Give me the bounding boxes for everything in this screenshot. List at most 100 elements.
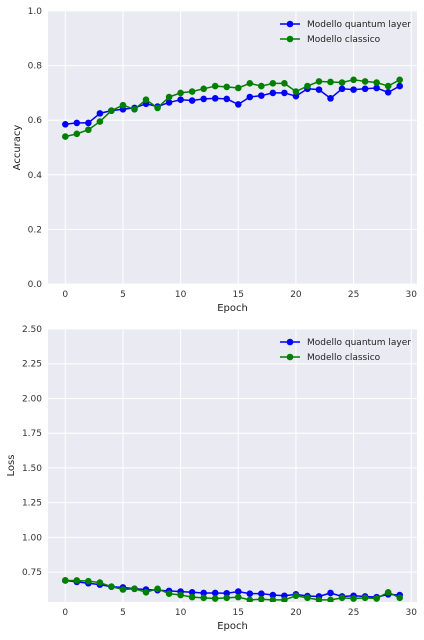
y-tick-label: 0.75 (22, 568, 42, 578)
x-tick-label: 5 (120, 608, 126, 618)
data-point (165, 93, 173, 101)
data-point (200, 589, 207, 597)
data-point (258, 82, 265, 90)
data-point (315, 86, 323, 93)
data-point (384, 588, 392, 596)
legend-label: Modello quantum layer (307, 338, 411, 348)
data-point (223, 83, 231, 91)
x-tick-label: 0 (62, 290, 68, 300)
data-point (96, 110, 104, 117)
data-point (304, 82, 311, 90)
data-point (327, 95, 334, 102)
series-group (61, 577, 404, 602)
legend-label: Modello classico (307, 353, 381, 363)
data-point (96, 579, 104, 586)
data-point (327, 596, 334, 602)
data-point (258, 590, 265, 597)
y-tick-label: 2.50 (22, 325, 42, 335)
data-point (154, 585, 161, 593)
data-point (211, 595, 219, 602)
y-axis-label: Loss (6, 455, 17, 477)
legend-marker (286, 20, 294, 28)
y-tick-label: 0.8 (28, 62, 43, 72)
y-tick-label: 0.6 (28, 116, 43, 126)
data-point (269, 591, 277, 599)
data-point (200, 85, 207, 93)
data-point (61, 577, 69, 584)
data-point (373, 79, 380, 86)
y-tick-label: 0.2 (28, 225, 42, 235)
data-point (327, 589, 334, 597)
data-point (188, 88, 196, 95)
data-point (258, 92, 265, 99)
data-point (96, 118, 104, 125)
data-point (223, 95, 231, 103)
data-point (234, 84, 242, 92)
y-tick-label: 1.50 (22, 464, 42, 474)
data-point (269, 89, 277, 97)
data-point (211, 82, 219, 90)
data-point (73, 577, 81, 584)
data-point (223, 594, 231, 602)
y-axis-label: Accuracy (12, 125, 23, 171)
data-point (315, 596, 323, 602)
data-point (292, 592, 300, 600)
data-point (85, 126, 92, 134)
data-point (61, 133, 69, 140)
loss-chart: 0 5 10 15 20 25 30 0.75 1.00 1.25 1.50 1.75 2.00 2.25… (6, 325, 417, 632)
data-point (246, 590, 254, 597)
data-point (188, 588, 196, 596)
data-point (396, 594, 404, 602)
data-point (234, 588, 242, 595)
plot-background (48, 11, 417, 284)
data-point (281, 80, 288, 87)
data-point (246, 93, 254, 101)
data-point (108, 583, 115, 591)
y-tick-label: 1.0 (28, 7, 43, 17)
data-point (246, 596, 254, 602)
data-point (396, 76, 404, 84)
y-tick-label: 0.4 (28, 171, 43, 181)
data-point (177, 591, 184, 599)
data-point (350, 86, 357, 93)
data-point (281, 596, 288, 602)
x-tick-label: 20 (290, 608, 302, 618)
data-point (85, 577, 92, 585)
data-point (292, 92, 300, 100)
data-point (119, 586, 127, 593)
data-point (188, 97, 196, 104)
y-tick-label: 2.00 (22, 394, 42, 404)
data-point (165, 99, 173, 106)
data-point (269, 80, 277, 87)
x-tick-label: 10 (175, 290, 187, 300)
x-tick-label: 5 (120, 290, 126, 300)
x-tick-label: 30 (406, 290, 418, 300)
data-point (177, 89, 184, 97)
data-point (131, 105, 138, 113)
plot-background (48, 329, 417, 602)
data-point (211, 589, 219, 597)
x-tick-label: 25 (348, 608, 359, 618)
data-point (350, 76, 357, 84)
data-point (119, 101, 127, 109)
data-point (131, 585, 138, 593)
data-point (61, 120, 69, 128)
legend-marker (286, 35, 294, 43)
y-tick-label: 1.00 (22, 533, 42, 543)
series-group (61, 76, 404, 140)
data-point (234, 593, 242, 601)
data-point (188, 593, 196, 601)
data-point (384, 82, 392, 90)
data-point (396, 82, 404, 90)
data-point (373, 84, 380, 92)
data-point (234, 101, 242, 108)
data-point (200, 594, 207, 602)
data-point (384, 89, 392, 96)
y-tick-label: 2.25 (22, 360, 42, 370)
x-tick-label: 15 (233, 290, 244, 300)
data-point (246, 80, 254, 87)
data-point (338, 594, 346, 602)
data-point (361, 78, 369, 85)
data-point (269, 596, 277, 602)
